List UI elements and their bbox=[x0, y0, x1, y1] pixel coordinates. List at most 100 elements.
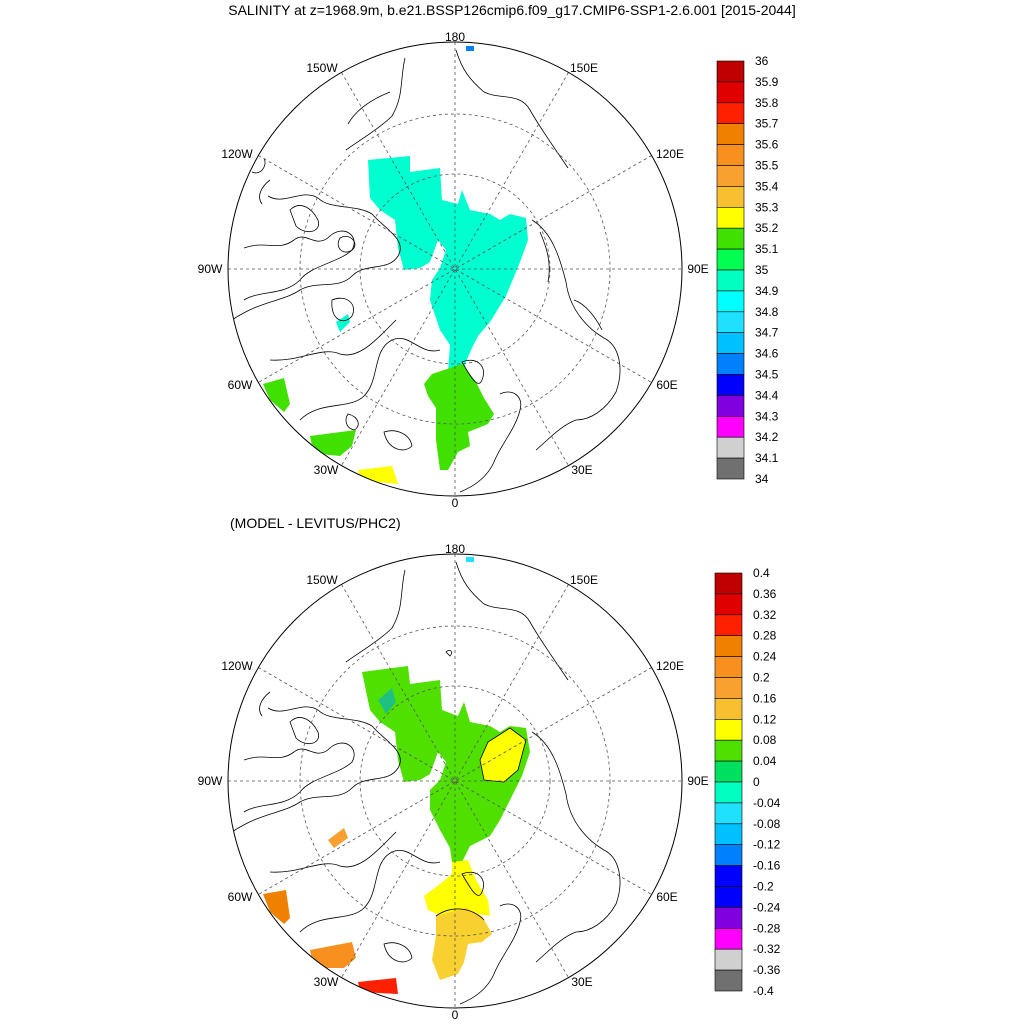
colorbar-swatch bbox=[716, 311, 745, 333]
figure-title: SALINITY at z=1968.9m, b.e21.BSSP126cmip… bbox=[228, 2, 796, 18]
salinity-difference-map: 180 150E 120E 90E 60E 30E 0 30W 60W 90W … bbox=[198, 542, 781, 1022]
lon-label-60e: 60E bbox=[656, 890, 677, 904]
lon-label-60e: 60E bbox=[656, 378, 677, 392]
lon-label-180: 180 bbox=[445, 30, 465, 44]
colorbar-tick-label: 34.2 bbox=[755, 430, 779, 444]
difference-region-labrador bbox=[263, 890, 290, 924]
colorbar-swatch bbox=[714, 886, 743, 908]
colorbar-tick-label: 35 bbox=[755, 263, 769, 277]
colorbar-swatch bbox=[716, 81, 745, 104]
colorbar-tick-label: -0.12 bbox=[753, 838, 781, 852]
difference-region-nordic-south bbox=[432, 908, 492, 980]
difference-region-atlantic-w bbox=[310, 942, 356, 968]
colorbar-swatch bbox=[714, 948, 743, 971]
lon-label-30e: 30E bbox=[571, 463, 592, 477]
colorbar-tick-label: 0.2 bbox=[753, 671, 770, 685]
colorbar-swatch bbox=[716, 332, 745, 354]
colorbar-tick-label: -0.2 bbox=[753, 880, 774, 894]
coastlines bbox=[231, 49, 621, 493]
colorbar-tick-label: -0.32 bbox=[753, 942, 781, 956]
colorbar-tick-label: 0.36 bbox=[753, 587, 777, 601]
colorbar-tick-label: 0.32 bbox=[753, 608, 777, 622]
salinity-region-labrador bbox=[263, 378, 290, 412]
colorbar-tick-label: 34.4 bbox=[755, 388, 779, 402]
colorbar-swatch bbox=[714, 635, 743, 657]
salinity-map: 180 150E 120E 90E 60E 30E 0 30W 60W 90W … bbox=[198, 30, 779, 510]
lon-label-60w: 60W bbox=[228, 890, 253, 904]
colorbar-tick-label: 35.5 bbox=[755, 159, 779, 173]
difference-patch-positive bbox=[479, 727, 527, 783]
colorbar-swatch bbox=[714, 698, 743, 720]
colorbar-tick-label: -0.04 bbox=[753, 796, 781, 810]
map-boundary bbox=[227, 553, 683, 1009]
colorbar-tick-label: 35.4 bbox=[755, 179, 779, 193]
colorbar-swatch bbox=[714, 969, 743, 992]
lon-label-90w: 90W bbox=[198, 774, 223, 788]
colorbar-tick-label: -0.36 bbox=[753, 963, 781, 977]
colorbar-swatch bbox=[716, 457, 745, 480]
colorbar-swatch bbox=[714, 907, 743, 929]
lon-label-120e: 120E bbox=[656, 147, 684, 161]
colorbar-swatch bbox=[714, 656, 743, 678]
colorbar-tick-label: 35.1 bbox=[755, 242, 779, 256]
colorbar-swatch bbox=[716, 60, 745, 83]
colorbar-tick-label: 34.5 bbox=[755, 368, 779, 382]
salinity-spot-pacific bbox=[466, 46, 474, 51]
longitude-labels: 180 150E 120E 90E 60E 30E 0 30W 60W 90W … bbox=[198, 542, 709, 1022]
lon-label-0: 0 bbox=[452, 1008, 459, 1022]
lon-label-150e: 150E bbox=[570, 61, 598, 75]
colorbar-tick-label: 0.08 bbox=[753, 733, 777, 747]
colorbar-swatch bbox=[716, 102, 745, 125]
lon-label-150w: 150W bbox=[306, 573, 338, 587]
salinity-spot-small bbox=[336, 314, 350, 332]
lon-label-150w: 150W bbox=[306, 61, 338, 75]
colorbar-swatch bbox=[716, 290, 745, 313]
colorbar-tick-label: 35.6 bbox=[755, 138, 779, 152]
salinity-field bbox=[263, 46, 528, 484]
colorbar-swatch bbox=[714, 760, 743, 783]
coastlines bbox=[231, 561, 621, 1005]
colorbar-tick-label: 35.9 bbox=[755, 75, 779, 89]
colorbar-swatch bbox=[714, 572, 743, 595]
lon-label-150e: 150E bbox=[570, 573, 598, 587]
colorbar-swatch bbox=[716, 227, 745, 250]
difference-field bbox=[263, 557, 530, 994]
lon-label-60w: 60W bbox=[228, 378, 253, 392]
colorbar-tick-label: 0.28 bbox=[753, 629, 777, 643]
lon-label-120e: 120E bbox=[656, 659, 684, 673]
colorbar-tick-label: 34.3 bbox=[755, 409, 779, 423]
colorbar-swatch bbox=[714, 739, 743, 762]
difference-region-nordic-north bbox=[424, 860, 490, 918]
lon-label-90e: 90E bbox=[687, 262, 708, 276]
colorbar-tick-label: 34 bbox=[755, 472, 769, 486]
colorbar-tick-label: -0.08 bbox=[753, 817, 781, 831]
colorbar-swatch bbox=[714, 593, 743, 616]
colorbar-tick-label: 35.2 bbox=[755, 221, 779, 235]
colorbar-swatch bbox=[716, 186, 745, 208]
lon-label-120w: 120W bbox=[221, 659, 253, 673]
salinity-region-nordic bbox=[424, 364, 494, 470]
colorbar-tick-label: 0.16 bbox=[753, 691, 777, 705]
colorbar-tick-label: 0.24 bbox=[753, 650, 777, 664]
colorbar-tick-label: 35.8 bbox=[755, 96, 779, 110]
salinity-colorbar: 36 35.9 35.8 35.7 35.6 35.5 35.4 35.3 35.2 35.1 35… bbox=[716, 54, 779, 486]
colorbar-tick-label: 34.7 bbox=[755, 326, 779, 340]
colorbar-swatch bbox=[714, 927, 743, 950]
colorbar-tick-label: -0.16 bbox=[753, 859, 781, 873]
colorbar-tick-label: -0.24 bbox=[753, 900, 781, 914]
colorbar-swatch bbox=[716, 374, 745, 396]
salinity-region-arctic bbox=[368, 156, 528, 372]
colorbar-tick-label: 0 bbox=[753, 775, 760, 789]
colorbar-swatch bbox=[714, 865, 743, 887]
colorbar-tick-label: 35.3 bbox=[755, 200, 779, 214]
colorbar-tick-label: 0.4 bbox=[753, 566, 770, 580]
colorbar-swatch bbox=[716, 415, 745, 438]
colorbar-tick-label: 36 bbox=[755, 54, 769, 68]
difference-colorbar: 0.4 0.36 0.32 0.28 0.24 0.2 0.16 0.12 0.08 0.04 0 -… bbox=[714, 566, 781, 998]
longitude-labels: 180 150E 120E 90E 60E 30E 0 30W 60W 90W … bbox=[198, 30, 709, 510]
colorbar-swatch bbox=[714, 614, 743, 636]
difference-subtitle: (MODEL - LEVITUS/PHC2) bbox=[230, 515, 401, 531]
colorbar-tick-label: 0.12 bbox=[753, 712, 777, 726]
colorbar-swatch bbox=[714, 823, 743, 845]
